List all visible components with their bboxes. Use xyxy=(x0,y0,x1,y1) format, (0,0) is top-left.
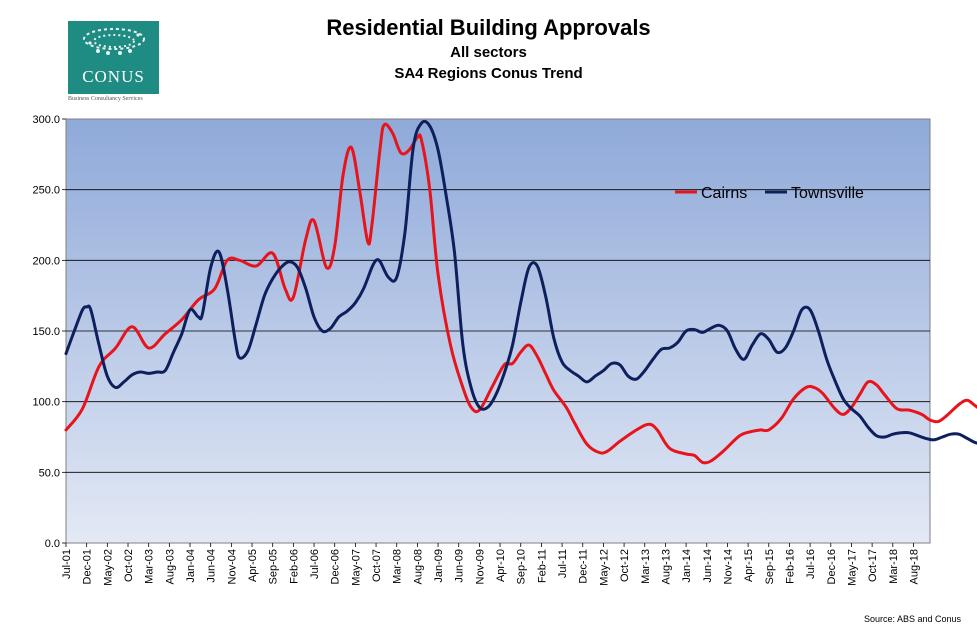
y-tick-label: 50.0 xyxy=(39,467,60,479)
x-tick-label: Nov-14 xyxy=(722,549,734,584)
x-tick-label: Oct-12 xyxy=(619,549,631,582)
logo-text: CONUS xyxy=(82,67,145,86)
logo-box: CONUS xyxy=(68,21,159,94)
x-tick-label: Jul-01 xyxy=(61,549,73,579)
x-tick-label: Aug-18 xyxy=(908,549,920,584)
y-tick-label: 0.0 xyxy=(45,538,60,550)
x-tick-label: Sep-10 xyxy=(516,549,528,584)
conus-logo: CONUS Business Consultancy Services xyxy=(68,21,162,103)
chart-subtitle: All sectors xyxy=(450,44,527,61)
x-tick-label: Jul-16 xyxy=(805,549,817,579)
x-tick-label: Oct-17 xyxy=(867,549,879,582)
series-line-townsville xyxy=(64,119,977,445)
x-tick-label: Sep-15 xyxy=(764,549,776,584)
logo-subtext: Business Consultancy Services xyxy=(68,96,143,102)
series-line-cairns xyxy=(64,122,977,465)
logo-swirl-icon xyxy=(83,28,145,55)
x-tick-label: May-02 xyxy=(102,549,114,586)
y-tick-label: 150.0 xyxy=(32,326,60,338)
x-tick-label: Nov-04 xyxy=(226,549,238,584)
y-tick-label: 250.0 xyxy=(32,185,60,197)
x-tick-label: Mar-03 xyxy=(144,549,156,584)
x-tick-label: Mar-13 xyxy=(640,549,652,584)
x-tick-label: Apr-10 xyxy=(495,549,507,582)
x-tick-label: Jul-11 xyxy=(557,549,569,578)
legend-label-cairns: Cairns xyxy=(701,185,747,202)
chart-title: Residential Building Approvals xyxy=(326,15,651,40)
x-tick-label: Mar-08 xyxy=(392,549,404,584)
x-tick-label: Apr-15 xyxy=(743,549,755,582)
x-tick-label: Jun-09 xyxy=(454,549,466,583)
x-tick-label: Nov-09 xyxy=(474,549,486,584)
chart-subtitle-2: SA4 Regions Conus Trend xyxy=(394,65,583,82)
x-tick-label: Jan-09 xyxy=(433,549,445,583)
x-tick-label: Dec-11 xyxy=(578,549,590,584)
x-tick-label: Dec-01 xyxy=(82,549,94,584)
x-tick-label: Feb-06 xyxy=(288,549,300,584)
y-tick-label: 300.0 xyxy=(32,114,60,126)
source-note: Source: ABS and Conus xyxy=(863,614,961,624)
x-tick-label: Sep-05 xyxy=(268,549,280,584)
x-tick-label: Feb-11 xyxy=(536,549,548,583)
x-tick-label: Jul-06 xyxy=(309,549,321,579)
x-tick-label: Aug-03 xyxy=(164,549,176,584)
x-tick-label: Aug-08 xyxy=(412,549,424,584)
x-tick-label: May-17 xyxy=(846,549,858,586)
x-tick-label: Apr-05 xyxy=(247,549,259,582)
x-tick-label: Dec-06 xyxy=(330,549,342,584)
x-tick-label: Feb-16 xyxy=(784,549,796,584)
x-tick-label: Mar-18 xyxy=(888,549,900,584)
x-tick-label: May-07 xyxy=(350,549,362,586)
y-tick-label: 100.0 xyxy=(32,397,60,409)
x-tick-label: Dec-16 xyxy=(826,549,838,584)
legend-label-townsville: Townsville xyxy=(791,185,864,202)
y-tick-label: 200.0 xyxy=(32,255,60,267)
x-tick-label: May-12 xyxy=(598,549,610,586)
x-tick-label: Jun-04 xyxy=(206,549,218,583)
x-tick-label: Jan-14 xyxy=(681,549,693,583)
x-tick-label: Jun-14 xyxy=(702,549,714,583)
x-tick-label: Oct-02 xyxy=(123,549,135,582)
chart-titles: Residential Building Approvals All secto… xyxy=(0,14,977,84)
x-tick-label: Oct-07 xyxy=(371,549,383,582)
x-tick-label: Jan-04 xyxy=(185,549,197,583)
x-tick-label: Aug-13 xyxy=(660,549,672,584)
